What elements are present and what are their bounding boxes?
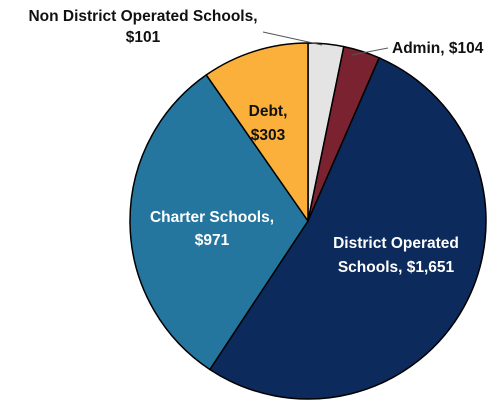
pie-slices bbox=[129, 42, 487, 400]
label-charter-value: $971 bbox=[195, 232, 230, 249]
label-non-district-name: Non District Operated Schools, bbox=[28, 8, 257, 25]
pie-slice-debt bbox=[205, 42, 309, 222]
pie-slice-charter-schools bbox=[129, 74, 309, 371]
label-district-name: District Operated bbox=[333, 235, 459, 252]
label-debt-value: $303 bbox=[251, 127, 286, 144]
leader-lines bbox=[262, 31, 389, 56]
leader-line-admin bbox=[351, 47, 389, 56]
leader-line-non-district bbox=[262, 31, 323, 46]
label-non-district-value: $101 bbox=[126, 29, 161, 46]
label-admin: Admin, $104 bbox=[392, 40, 484, 57]
label-debt-name: Debt, bbox=[249, 103, 288, 120]
label-district-value: Schools, $1,651 bbox=[338, 259, 455, 276]
pie-slice-district-operated-schools bbox=[209, 57, 487, 400]
label-charter-name: Charter Schools, bbox=[150, 209, 274, 226]
